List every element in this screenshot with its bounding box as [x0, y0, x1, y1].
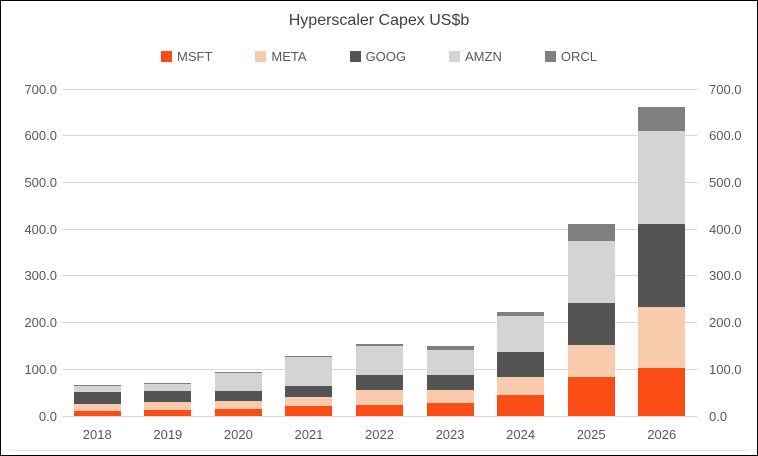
bar-segment-orcl-2022: [356, 343, 403, 346]
gridline-700.0: [62, 88, 697, 90]
bar-segment-amzn-2022: [356, 345, 403, 376]
bar-segment-orcl-2024: [497, 312, 545, 316]
legend-item-msft: MSFT: [161, 49, 212, 64]
bar-segment-msft-2022: [356, 404, 403, 416]
y-tick-label-right-700.0: 700.0: [709, 81, 742, 97]
bar-segment-amzn-2018: [73, 386, 121, 393]
bar-segment-goog-2024: [497, 352, 545, 377]
bar-segment-amzn-2025: [567, 241, 615, 304]
bar-segment-msft-2026: [638, 367, 686, 416]
y-tick-label-right-400.0: 400.0: [709, 221, 742, 237]
bar-segment-meta-2021: [285, 397, 333, 407]
legend-swatch-goog: [349, 51, 361, 62]
x-tick-label-2020: 2020: [223, 427, 253, 442]
legend-label-orcl: ORCL: [560, 49, 597, 64]
bar-segment-msft-2023: [426, 402, 474, 416]
bar-segment-orcl-2026: [638, 107, 686, 131]
x-tick-label-2024: 2024: [506, 427, 536, 442]
bar-segment-amzn-2026: [638, 130, 686, 225]
plot-area: [62, 88, 697, 417]
x-tick-label-2018: 2018: [82, 427, 112, 442]
bar-segment-orcl-2023: [426, 345, 474, 351]
y-tick-label-left-600.0: 600.0: [24, 128, 57, 144]
bar-segment-meta-2018: [73, 404, 121, 411]
bar-segment-meta-2025: [567, 344, 615, 378]
bar-segment-meta-2019: [144, 402, 192, 410]
gridline-600.0: [62, 135, 697, 137]
y-tick-label-left-300.0: 300.0: [24, 268, 57, 284]
y-tick-label-right-100.0: 100.0: [709, 361, 742, 377]
gridline-400.0: [62, 228, 697, 230]
bar-segment-msft-2018: [73, 410, 121, 416]
legend-item-orcl: ORCL: [544, 49, 597, 64]
legend-swatch-orcl: [544, 51, 556, 62]
y-tick-label-right-500.0: 500.0: [709, 174, 742, 190]
legend-label-meta: META: [271, 49, 307, 64]
bar-segment-msft-2025: [567, 377, 615, 416]
bar-segment-msft-2019: [144, 409, 192, 416]
bar-segment-meta-2026: [638, 307, 686, 368]
gridline-0.0: [62, 415, 697, 417]
legend-item-goog: GOOG: [349, 49, 407, 64]
bar-segment-orcl-2018: [73, 385, 121, 387]
x-tick-label-2025: 2025: [576, 427, 606, 442]
bar-segment-msft-2020: [214, 408, 262, 416]
bar-segment-goog-2020: [214, 391, 262, 402]
legend-swatch-amzn: [449, 51, 461, 62]
legend-label-goog: GOOG: [365, 49, 407, 64]
bar-segment-amzn-2023: [426, 350, 474, 375]
bar-segment-goog-2022: [356, 375, 403, 391]
bar-segment-amzn-2020: [214, 372, 262, 392]
y-tick-label-right-0.0: 0.0: [709, 408, 728, 424]
bar-segment-orcl-2019: [144, 382, 192, 384]
bar-segment-msft-2021: [285, 406, 333, 416]
y-tick-label-left-0.0: 0.0: [38, 408, 57, 424]
legend-label-msft: MSFT: [177, 49, 213, 64]
chart-title: Hyperscaler Capex US$b: [288, 12, 470, 29]
bar-segment-amzn-2019: [144, 383, 192, 392]
x-tick-label-2019: 2019: [153, 427, 183, 442]
legend-swatch-meta: [255, 51, 267, 62]
x-tick-label-2023: 2023: [435, 427, 465, 442]
bar-segment-orcl-2021: [285, 356, 333, 358]
bar-segment-goog-2026: [638, 224, 686, 308]
bar-segment-goog-2021: [285, 385, 333, 398]
bar-segment-amzn-2021: [285, 357, 333, 386]
bar-segment-goog-2019: [144, 391, 192, 403]
bar-segment-meta-2023: [426, 389, 474, 403]
x-tick-label-2022: 2022: [365, 427, 394, 442]
y-tick-label-left-400.0: 400.0: [24, 221, 57, 237]
gridline-500.0: [62, 181, 697, 183]
x-tick-label-2021: 2021: [294, 427, 324, 442]
chart-bottom-edge: [9, 450, 749, 451]
y-tick-label-left-500.0: 500.0: [24, 174, 57, 190]
y-tick-label-left-100.0: 100.0: [24, 361, 57, 377]
y-tick-label-right-600.0: 600.0: [709, 128, 742, 144]
bar-segment-msft-2024: [497, 395, 545, 416]
bar-segment-meta-2020: [214, 401, 262, 409]
bar-segment-meta-2022: [356, 390, 403, 405]
gridline-200.0: [62, 322, 697, 324]
legend-swatch-msft: [161, 51, 173, 62]
legend-item-meta: META: [255, 49, 307, 64]
bar-segment-orcl-2020: [214, 371, 262, 373]
y-tick-label-right-200.0: 200.0: [709, 315, 742, 331]
chart-legend: MSFT META GOOG AMZN ORCL: [1, 49, 757, 64]
y-tick-label-left-700.0: 700.0: [24, 81, 57, 97]
legend-label-amzn: AMZN: [465, 49, 502, 64]
bar-segment-orcl-2025: [567, 223, 615, 242]
x-tick-label-2026: 2026: [647, 427, 677, 442]
y-tick-label-left-200.0: 200.0: [24, 315, 57, 331]
y-tick-label-right-300.0: 300.0: [709, 268, 742, 284]
legend-item-amzn: AMZN: [449, 49, 502, 64]
bar-segment-amzn-2024: [497, 315, 545, 353]
bar-segment-meta-2024: [497, 376, 545, 396]
gridline-300.0: [62, 275, 697, 277]
bar-segment-goog-2025: [567, 303, 615, 345]
bar-segment-goog-2023: [426, 374, 474, 390]
bar-segment-goog-2018: [73, 392, 121, 405]
